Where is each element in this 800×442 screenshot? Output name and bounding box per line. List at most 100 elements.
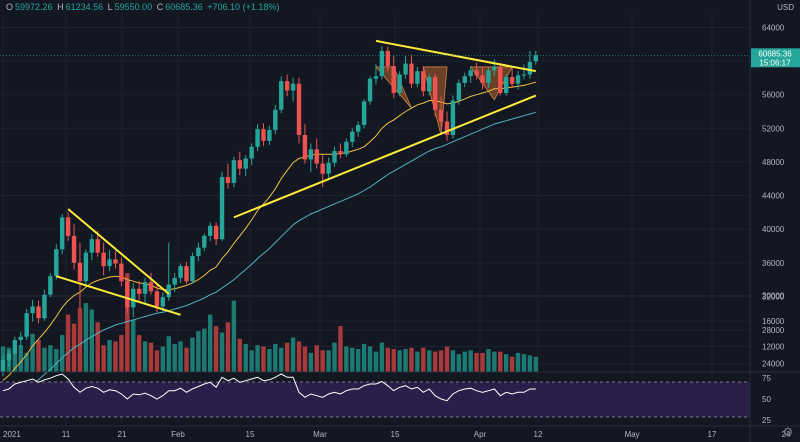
candle: [504, 74, 509, 96]
time-tick-label: Mar: [313, 430, 327, 439]
rsi-line: [2, 373, 536, 402]
volume-bar: [95, 322, 100, 372]
volume-bar: [480, 352, 485, 372]
time-tick-label: Feb: [171, 430, 185, 439]
volume-bar: [24, 352, 29, 372]
candle-body: [432, 77, 438, 110]
candle-body: [373, 76, 379, 79]
currency-button[interactable]: USD: [777, 3, 794, 12]
time-tick-label: 24: [782, 430, 791, 439]
candle-body: [213, 225, 219, 240]
candle: [326, 157, 331, 181]
candle-body: [284, 81, 290, 91]
candle-body: [154, 291, 160, 307]
volume-bar: [237, 338, 242, 372]
candle-body: [160, 297, 166, 307]
candle-body: [438, 109, 444, 122]
candle: [60, 214, 65, 255]
price-tick-label: 36000: [762, 259, 785, 268]
volume-bar: [36, 340, 41, 372]
volume-bar: [101, 345, 106, 372]
volume-bar: [521, 354, 527, 372]
volume-bar: [361, 343, 367, 372]
candle-body: [290, 83, 296, 91]
volume-bar: [249, 350, 254, 372]
volume-bar: [196, 331, 201, 372]
volume-bar: [89, 309, 94, 372]
volume-bar: [444, 346, 450, 372]
candle: [178, 263, 183, 283]
candle: [421, 66, 426, 97]
candle-body: [148, 282, 154, 292]
volume-bar: [515, 352, 521, 372]
volume-bar: [225, 322, 231, 372]
bar-countdown: 15:06:17: [759, 58, 791, 67]
volume-bar: [504, 354, 509, 372]
candle-body: [308, 149, 314, 160]
time-tick-label: May: [624, 430, 639, 439]
candle-body: [166, 284, 171, 298]
time-tick-label: Apr: [474, 430, 487, 439]
candle-body: [462, 76, 467, 83]
volume-bar: [290, 337, 296, 372]
volume-bar: [148, 342, 154, 372]
candle-body: [65, 217, 71, 236]
volume-bar: [356, 349, 361, 372]
candle-body: [415, 71, 420, 84]
trendlines[interactable]: [55, 39, 537, 316]
candle-body: [474, 70, 479, 76]
candle: [367, 76, 373, 105]
open-value: 59972.26: [15, 2, 53, 12]
candle-body: [421, 71, 426, 92]
volume-bar: [60, 335, 65, 372]
time-tick-label: 21: [118, 430, 127, 439]
candle-body: [273, 109, 278, 130]
candle-body: [77, 262, 83, 282]
volume-bar: [231, 300, 237, 372]
volume-bar: [48, 345, 53, 372]
candle: [119, 257, 124, 287]
candle-body: [450, 100, 456, 136]
volume-bar: [83, 303, 89, 372]
volume-bar: [350, 347, 355, 372]
candle-body: [83, 252, 89, 282]
candle: [284, 74, 290, 97]
candle-body: [279, 81, 284, 110]
volume-bar: [213, 326, 219, 372]
candle-body: [385, 50, 390, 67]
volume-bar: [65, 314, 71, 372]
candle-body: [515, 75, 521, 84]
gear-icon[interactable]: ⚙: [782, 425, 794, 439]
candle-body: [0, 360, 6, 372]
volume-bar: [273, 343, 278, 372]
candle-body: [261, 129, 266, 141]
candle: [0, 355, 6, 377]
volume-bar: [166, 336, 171, 372]
price-tick-label: 52000: [762, 124, 785, 133]
volume-bar: [474, 352, 479, 372]
price-tick-label: 28000: [762, 326, 785, 335]
volume-bar: [18, 345, 23, 372]
candle: [89, 234, 94, 261]
candle: [261, 123, 266, 146]
candle: [279, 76, 284, 114]
candle-body: [95, 239, 100, 253]
volume-bar: [255, 345, 260, 372]
candle-body: [533, 55, 538, 62]
candle: [332, 146, 337, 167]
candle-body: [60, 217, 65, 250]
volume-bar: [492, 351, 497, 372]
candle: [48, 272, 53, 298]
volume-bar: [54, 349, 59, 372]
volume-tick-label: 20000: [762, 292, 785, 301]
candles: [0, 45, 538, 377]
volume-bar: [172, 343, 177, 372]
candle: [273, 104, 278, 135]
volume-bar: [326, 350, 331, 372]
candle-body: [527, 61, 533, 75]
candle-body: [6, 353, 12, 361]
volume-bar: [12, 351, 18, 372]
volume-bar: [379, 342, 385, 372]
price-tick-label: 32000: [762, 292, 785, 301]
